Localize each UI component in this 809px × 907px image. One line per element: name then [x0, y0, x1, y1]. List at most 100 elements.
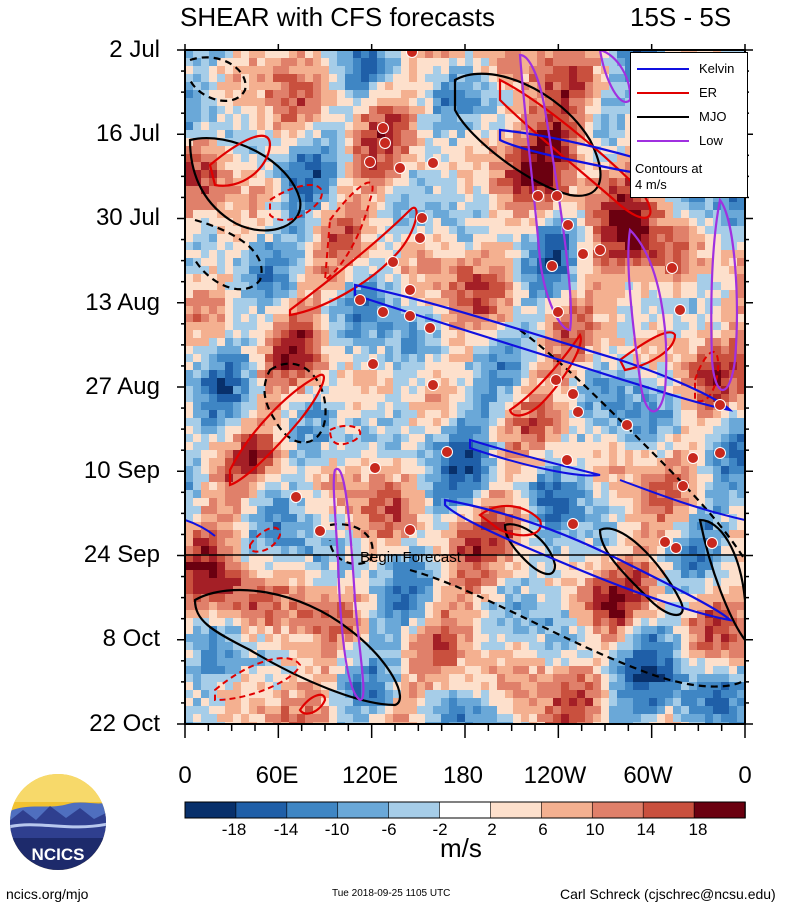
heatmap-cell [345, 114, 354, 123]
heatmap-cell [673, 314, 682, 323]
heatmap-cell [737, 298, 745, 307]
heatmap-cell [417, 146, 426, 155]
heatmap-cell [369, 322, 378, 331]
y-tick-label: 30 Jul [95, 204, 160, 231]
heatmap-cell [545, 498, 554, 507]
heatmap-cell [393, 546, 402, 555]
heatmap-cell [641, 370, 650, 379]
heatmap-cell [569, 426, 578, 435]
heatmap-cell [641, 314, 650, 323]
heatmap-cell [569, 370, 578, 379]
heatmap-cell [481, 426, 490, 435]
heatmap-cell [529, 394, 538, 403]
heatmap-cell [649, 298, 658, 307]
heatmap-cell [489, 602, 498, 611]
heatmap-cell [225, 354, 234, 363]
heatmap-cell [233, 82, 242, 91]
heatmap-cell [545, 186, 554, 195]
heatmap-cell [617, 114, 626, 123]
heatmap-cell [529, 554, 538, 563]
heatmap-cell [281, 370, 290, 379]
heatmap-cell [649, 434, 658, 443]
heatmap-cell [401, 474, 410, 483]
heatmap-cell [465, 122, 474, 131]
heatmap-cell [473, 306, 482, 315]
heatmap-cell [497, 346, 506, 355]
heatmap-cell [657, 306, 666, 315]
heatmap-cell [585, 186, 594, 195]
heatmap-cell [449, 410, 458, 419]
heatmap-cell [353, 146, 362, 155]
heatmap-cell [689, 274, 698, 283]
heatmap-cell [577, 458, 586, 467]
heatmap-cell [409, 450, 418, 459]
heatmap-cell [449, 594, 458, 603]
heatmap-cell [545, 98, 554, 107]
heatmap-cell [545, 218, 554, 227]
heatmap-cell [409, 146, 418, 155]
heatmap-cell [521, 322, 530, 331]
heatmap-cell [273, 418, 282, 427]
heatmap-cell [369, 610, 378, 619]
heatmap-cell [665, 562, 674, 571]
heatmap-cell [289, 130, 298, 139]
heatmap-cell [297, 314, 306, 323]
heatmap-cell [305, 266, 314, 275]
heatmap-cell [617, 298, 626, 307]
heatmap-cell [721, 338, 730, 347]
heatmap-cell [385, 466, 394, 475]
heatmap-cell [193, 122, 202, 131]
heatmap-cell [449, 274, 458, 283]
heatmap-cell [481, 586, 490, 595]
heatmap-cell [321, 490, 330, 499]
heatmap-cell [281, 386, 290, 395]
heatmap-cell [185, 346, 194, 355]
heatmap-cell [329, 530, 338, 539]
heatmap-cell [729, 322, 738, 331]
heatmap-cell [193, 466, 202, 475]
heatmap-cell [537, 458, 546, 467]
heatmap-cell [505, 578, 514, 587]
heatmap-cell [529, 90, 538, 99]
heatmap-cell [625, 394, 634, 403]
heatmap-cell [537, 330, 546, 339]
heatmap-cell [273, 90, 282, 99]
heatmap-cell [441, 178, 450, 187]
heatmap-cell [649, 522, 658, 531]
heatmap-cell [217, 506, 226, 515]
heatmap-cell [337, 554, 346, 563]
heatmap-cell [201, 498, 210, 507]
heatmap-cell [441, 434, 450, 443]
heatmap-cell [289, 258, 298, 267]
heatmap-cell [393, 82, 402, 91]
heatmap-cell [553, 610, 562, 619]
heatmap-cell [673, 338, 682, 347]
heatmap-cell [441, 610, 450, 619]
heatmap-cell [289, 354, 298, 363]
heatmap-cell [433, 322, 442, 331]
heatmap-cell [569, 458, 578, 467]
heatmap-cell [201, 250, 210, 259]
heatmap-cell [193, 130, 202, 139]
heatmap-cell [433, 98, 442, 107]
heatmap-cell [457, 250, 466, 259]
heatmap-cell [465, 66, 474, 75]
heatmap-cell [313, 362, 322, 371]
heatmap-cell [441, 98, 450, 107]
heatmap-cell [217, 82, 226, 91]
heatmap-cell [665, 338, 674, 347]
heatmap-cell [465, 282, 474, 291]
heatmap-cell [377, 290, 386, 299]
heatmap-cell [473, 362, 482, 371]
heatmap-cell [289, 458, 298, 467]
heatmap-cell [649, 250, 658, 259]
heatmap-cell [553, 586, 562, 595]
heatmap-cell [593, 90, 602, 99]
heatmap-cell [329, 338, 338, 347]
heatmap-cell [521, 82, 530, 91]
heatmap-cell [497, 210, 506, 219]
heatmap-cell [721, 362, 730, 371]
heatmap-cell [721, 482, 730, 491]
heatmap-cell [577, 162, 586, 171]
heatmap-cell [633, 402, 642, 411]
